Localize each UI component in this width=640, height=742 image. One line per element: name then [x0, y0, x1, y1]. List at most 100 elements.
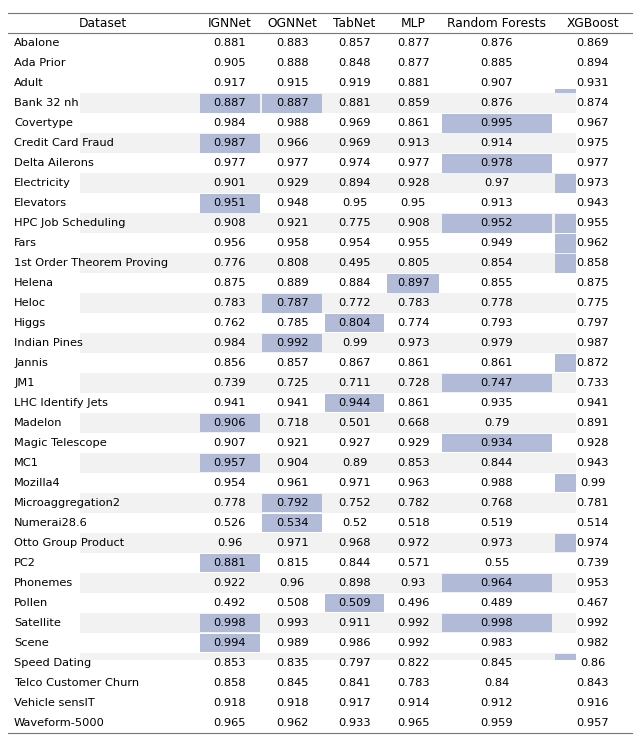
Text: 0.965: 0.965 [214, 718, 246, 728]
FancyBboxPatch shape [442, 434, 552, 453]
Text: PC2: PC2 [14, 558, 36, 568]
Text: 0.733: 0.733 [577, 378, 609, 388]
Text: 0.888: 0.888 [276, 59, 308, 68]
Text: 0.776: 0.776 [214, 258, 246, 269]
Text: 0.952: 0.952 [481, 218, 513, 229]
FancyBboxPatch shape [8, 373, 632, 393]
FancyBboxPatch shape [200, 454, 260, 473]
Text: MC1: MC1 [14, 459, 39, 468]
Text: 0.739: 0.739 [214, 378, 246, 388]
Text: 0.917: 0.917 [338, 698, 371, 708]
Text: 0.968: 0.968 [339, 538, 371, 548]
Text: 0.907: 0.907 [214, 439, 246, 448]
Text: 0.959: 0.959 [481, 718, 513, 728]
FancyBboxPatch shape [262, 94, 322, 113]
FancyBboxPatch shape [262, 694, 322, 712]
Text: 0.805: 0.805 [397, 258, 429, 269]
Text: 0.792: 0.792 [276, 498, 308, 508]
Text: 0.934: 0.934 [481, 439, 513, 448]
Text: 0.944: 0.944 [339, 398, 371, 408]
Text: 0.967: 0.967 [577, 118, 609, 128]
Text: 0.977: 0.977 [276, 158, 308, 168]
Text: 0.917: 0.917 [214, 79, 246, 88]
FancyBboxPatch shape [200, 614, 260, 632]
Text: 0.496: 0.496 [397, 598, 429, 608]
FancyBboxPatch shape [554, 534, 631, 552]
Text: 0.992: 0.992 [397, 638, 429, 648]
Text: 0.949: 0.949 [481, 238, 513, 249]
FancyBboxPatch shape [200, 674, 260, 692]
Text: 0.848: 0.848 [339, 59, 371, 68]
Text: 0.96: 0.96 [217, 538, 243, 548]
Text: Bank 32 nh: Bank 32 nh [14, 99, 79, 108]
Text: 0.929: 0.929 [397, 439, 429, 448]
Text: 0.869: 0.869 [577, 39, 609, 48]
Text: 0.861: 0.861 [397, 358, 429, 368]
Text: 0.973: 0.973 [577, 178, 609, 188]
Text: 0.965: 0.965 [397, 718, 429, 728]
Text: 0.858: 0.858 [214, 678, 246, 688]
FancyBboxPatch shape [554, 474, 631, 493]
Text: 0.514: 0.514 [577, 518, 609, 528]
FancyBboxPatch shape [200, 414, 260, 433]
FancyBboxPatch shape [324, 594, 385, 612]
Text: 0.853: 0.853 [214, 658, 246, 668]
Text: 0.861: 0.861 [481, 358, 513, 368]
Text: 0.935: 0.935 [481, 398, 513, 408]
Text: 0.775: 0.775 [338, 218, 371, 229]
Text: Indian Pines: Indian Pines [14, 338, 83, 348]
Text: 0.885: 0.885 [481, 59, 513, 68]
FancyBboxPatch shape [324, 314, 385, 332]
FancyBboxPatch shape [324, 394, 385, 413]
Text: Otto Group Product: Otto Group Product [14, 538, 124, 548]
Text: 0.876: 0.876 [481, 39, 513, 48]
Text: XGBoost: XGBoost [566, 17, 619, 30]
FancyBboxPatch shape [200, 134, 260, 153]
Text: 0.526: 0.526 [214, 518, 246, 528]
Text: 0.804: 0.804 [339, 318, 371, 328]
Text: 0.913: 0.913 [481, 198, 513, 209]
Text: 0.901: 0.901 [214, 178, 246, 188]
Text: 0.95: 0.95 [401, 198, 426, 209]
Text: 0.857: 0.857 [276, 358, 308, 368]
Text: Microaggregation2: Microaggregation2 [14, 498, 121, 508]
Text: 0.881: 0.881 [338, 99, 371, 108]
Text: 0.887: 0.887 [276, 99, 308, 108]
FancyBboxPatch shape [8, 53, 632, 73]
Text: 1st Order Theorem Proving: 1st Order Theorem Proving [14, 258, 168, 269]
FancyBboxPatch shape [262, 34, 322, 53]
Text: 0.931: 0.931 [577, 79, 609, 88]
FancyBboxPatch shape [8, 134, 632, 154]
Text: 0.975: 0.975 [577, 138, 609, 148]
Text: 0.857: 0.857 [338, 39, 371, 48]
Text: 0.518: 0.518 [397, 518, 429, 528]
Text: 0.89: 0.89 [342, 459, 367, 468]
Text: 0.984: 0.984 [214, 338, 246, 348]
Text: 0.845: 0.845 [276, 678, 308, 688]
Text: 0.957: 0.957 [214, 459, 246, 468]
Text: Numerai28.6: Numerai28.6 [14, 518, 88, 528]
Text: 0.783: 0.783 [397, 298, 429, 308]
Text: Magic Telescope: Magic Telescope [14, 439, 107, 448]
Text: 0.797: 0.797 [577, 318, 609, 328]
FancyBboxPatch shape [200, 94, 260, 113]
Text: 0.914: 0.914 [481, 138, 513, 148]
Text: 0.872: 0.872 [577, 358, 609, 368]
Text: 0.711: 0.711 [338, 378, 371, 388]
Text: 0.915: 0.915 [276, 79, 308, 88]
FancyBboxPatch shape [442, 214, 552, 232]
Text: 0.99: 0.99 [580, 478, 605, 488]
Text: 0.492: 0.492 [214, 598, 246, 608]
FancyBboxPatch shape [8, 433, 632, 453]
Text: 0.962: 0.962 [577, 238, 609, 249]
Text: 0.95: 0.95 [342, 198, 367, 209]
FancyBboxPatch shape [8, 253, 632, 273]
Text: 0.877: 0.877 [397, 39, 429, 48]
Text: 0.778: 0.778 [481, 298, 513, 308]
Text: 0.995: 0.995 [481, 118, 513, 128]
FancyBboxPatch shape [262, 514, 322, 533]
FancyBboxPatch shape [554, 214, 631, 232]
Text: 0.835: 0.835 [276, 658, 308, 668]
FancyBboxPatch shape [554, 654, 631, 672]
FancyBboxPatch shape [554, 54, 631, 73]
